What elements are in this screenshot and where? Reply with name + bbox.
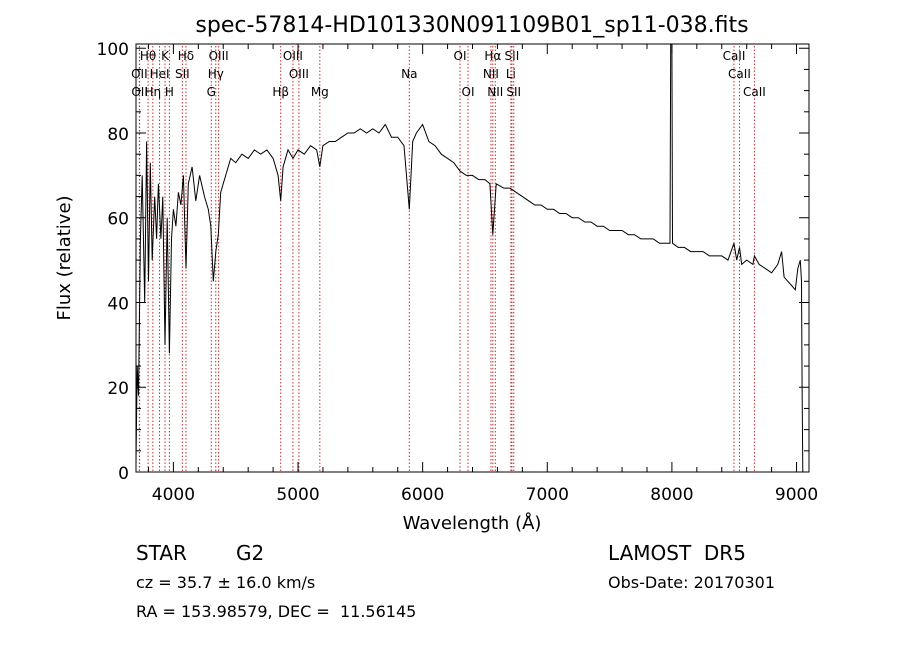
- survey-name: LAMOST DR5: [608, 541, 746, 565]
- y-tick-label: 20: [107, 379, 129, 399]
- spectral-line-label: Li: [506, 67, 516, 81]
- spectral-line-label: Hη: [145, 85, 162, 99]
- object-class: STAR: [136, 541, 187, 565]
- spectral-line-label: Hα: [484, 49, 501, 63]
- chart-title: spec-57814-HD101330N091109B01_sp11-038.f…: [195, 13, 748, 38]
- spectral-line-label: NII: [487, 85, 503, 99]
- object-subclass: G2: [236, 541, 265, 565]
- spectral-line-label: CaII: [728, 67, 751, 81]
- x-tick-label: 5000: [276, 485, 319, 505]
- spectral-line-label: HeI: [150, 67, 170, 81]
- coordinates: RA = 153.98579, DEC = 11.56145: [136, 602, 417, 621]
- spectral-line-label: CaII: [723, 49, 746, 63]
- axes: 4000 5000 6000 7000 8000 9000 0 20 40 60 80 100: [97, 40, 819, 505]
- spectral-line-label: Hγ: [208, 67, 224, 81]
- observation-date: Obs-Date: 20170301: [608, 573, 776, 592]
- spectral-line-label: NII: [483, 67, 499, 81]
- x-tick-label: 4000: [152, 485, 195, 505]
- spectral-line-label: OIII: [209, 49, 229, 63]
- spectral-line-label: SII: [506, 85, 521, 99]
- spectral-line-label: Hδ: [178, 49, 194, 63]
- spectral-line-label: Hβ: [272, 85, 289, 99]
- spectral-line-label: K: [161, 49, 170, 63]
- x-tick-label: 7000: [526, 485, 569, 505]
- spectral-line-label: Hθ: [140, 49, 156, 63]
- spectral-line-label: OIII: [283, 49, 303, 63]
- y-tick-label: 100: [97, 40, 129, 60]
- spectral-line-label: CaII: [743, 85, 766, 99]
- y-tick-label: 60: [107, 210, 129, 230]
- spectral-line-markers: Hθ K Hδ OIII OIII OI Hα SII CaII OII HeI SII Hγ OIII N…: [131, 46, 766, 472]
- y-tick-label: 40: [107, 294, 129, 314]
- y-tick-label: 80: [107, 125, 129, 145]
- y-tick-label: 0: [118, 464, 129, 484]
- x-tick-label: 9000: [775, 485, 818, 505]
- redshift-cz: cz = 35.7 ± 16.0 km/s: [136, 573, 316, 592]
- spectral-line-label: OII: [131, 85, 148, 99]
- spectral-line-label: SII: [505, 49, 520, 63]
- x-tick-label: 6000: [401, 485, 444, 505]
- y-axis-label: Flux (relative): [54, 195, 75, 320]
- spectral-line-label: G: [207, 85, 216, 99]
- x-axis-label: Wavelength (Å): [403, 512, 542, 534]
- spectral-line-label: H: [165, 85, 174, 99]
- plot-frame: [135, 43, 810, 473]
- spectral-line-label: Mg: [311, 85, 329, 99]
- spectral-line-label: OI: [462, 85, 475, 99]
- spectral-line-label: OIII: [289, 67, 309, 81]
- spectral-line-label: SII: [175, 67, 190, 81]
- spectrum-series-line: [135, 43, 804, 473]
- spectral-line-label: Na: [401, 67, 417, 81]
- spectral-line-label: OI: [454, 49, 467, 63]
- x-tick-label: 8000: [650, 485, 693, 505]
